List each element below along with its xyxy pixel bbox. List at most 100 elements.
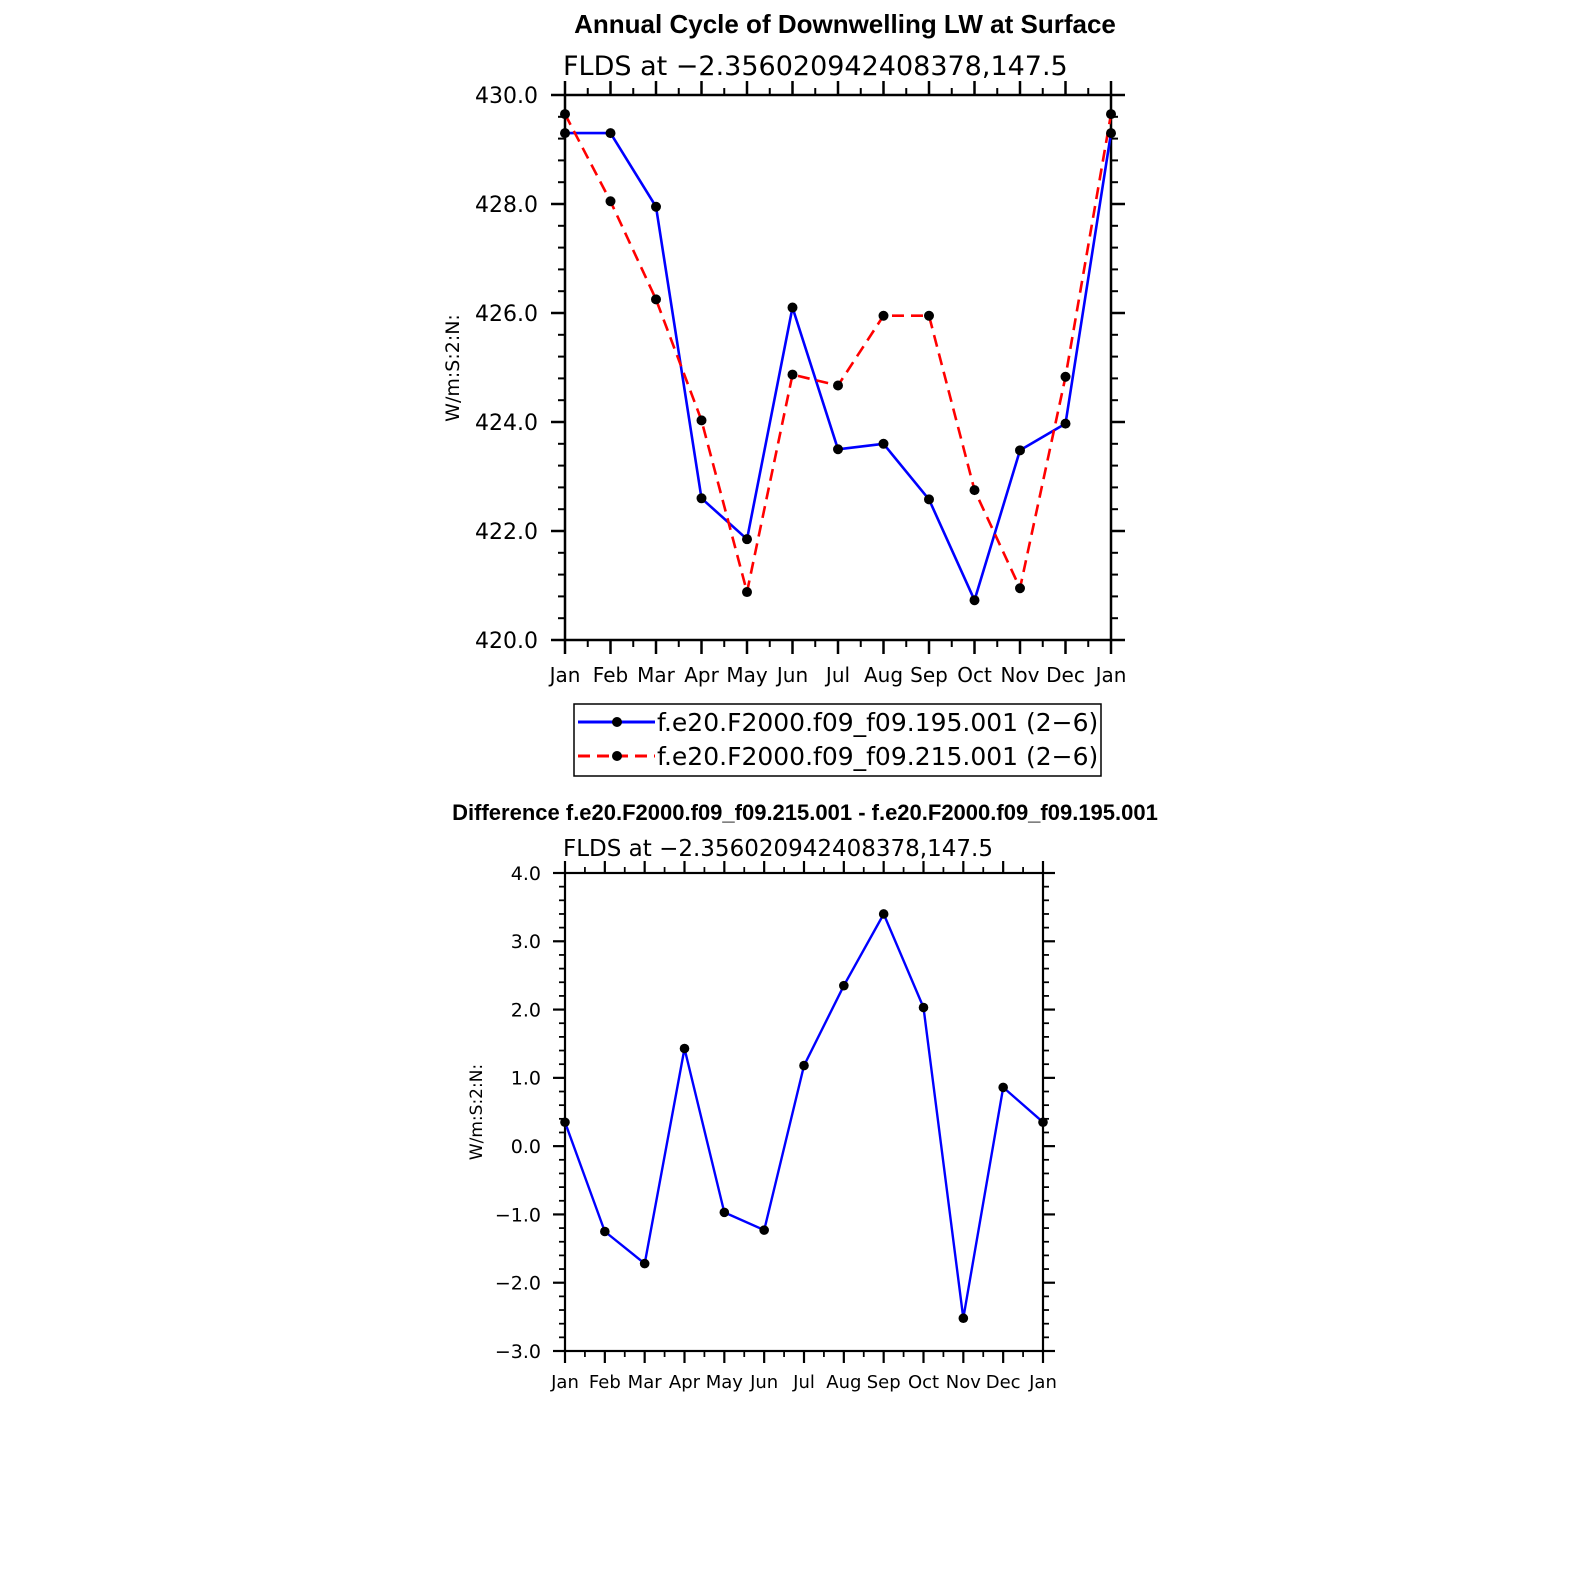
plot-border <box>563 93 1113 642</box>
data-point <box>600 1226 610 1237</box>
data-point <box>560 1117 570 1128</box>
chart-title: Annual Cycle of Downwelling LW at Surfac… <box>574 9 1116 39</box>
legend-marker <box>612 751 622 761</box>
data-point <box>799 1060 809 1071</box>
data-point <box>969 485 980 496</box>
data-point <box>560 109 570 120</box>
x-tick-label: Apr <box>684 663 719 687</box>
x-tick-label: Mar <box>628 1372 663 1393</box>
data-point <box>924 310 934 321</box>
x-tick-label: Apr <box>669 1372 701 1393</box>
plot-frame <box>563 871 1045 1353</box>
chart-annual-cycle: Annual Cycle of Downwelling LW at Surfac… <box>442 9 1127 777</box>
data-point <box>958 1313 969 1324</box>
chart-subtitle: FLDS at −2.356020942408378,147.5 <box>563 836 993 862</box>
y-tick-label: 3.0 <box>511 931 541 953</box>
legend-label-series-1: f.e20.F2000.f09_f09.195.001 (2−6) <box>657 708 1098 737</box>
y-tick-labels: −3.0 −2.0 −1.0 0.0 1.0 2.0 3.0 4.0 <box>495 863 541 1363</box>
x-tick-label: Feb <box>589 1372 621 1393</box>
x-tick-label: Jun <box>749 1372 778 1393</box>
data-point <box>924 494 934 505</box>
y-axis-label: W/m:S:2:N: <box>442 314 464 422</box>
series-line-1 <box>563 912 1044 1320</box>
data-point <box>719 1207 730 1218</box>
data-point <box>787 369 798 380</box>
data-point <box>1106 109 1116 120</box>
x-tick-label: Oct <box>908 1372 939 1393</box>
data-point <box>759 1225 769 1235</box>
x-tick-label: Aug <box>864 663 903 687</box>
plot-frame <box>563 93 1113 642</box>
data-point <box>969 595 980 606</box>
data-point <box>1015 583 1025 594</box>
y-tick-label: 426.0 <box>475 302 538 327</box>
data-point <box>878 310 889 321</box>
x-tick-label: May <box>706 1372 744 1393</box>
data-point <box>839 980 849 991</box>
series-line-2 <box>563 113 1113 594</box>
data-point <box>1060 418 1071 429</box>
data-point <box>605 128 616 139</box>
axis-ticks <box>553 861 1055 1363</box>
y-tick-label: −1.0 <box>495 1204 541 1226</box>
x-tick-label: Mar <box>637 663 676 687</box>
series-line-1 <box>565 131 1113 602</box>
x-tick-label: Aug <box>826 1372 861 1393</box>
x-tick-label: Nov <box>1000 663 1039 687</box>
x-tick-label: Sep <box>910 663 948 687</box>
x-tick-label: Oct <box>957 663 992 687</box>
data-point <box>696 493 707 504</box>
y-tick-label: 424.0 <box>475 411 538 436</box>
data-point <box>833 380 843 391</box>
data-point <box>833 444 843 455</box>
x-tick-label: Sep <box>867 1372 901 1393</box>
x-tick-label: Jan <box>1094 663 1127 687</box>
data-point <box>918 1002 929 1013</box>
chart-title: Difference f.e20.F2000.f09_f09.215.001 -… <box>452 800 1158 825</box>
axis-ticks <box>551 81 1125 654</box>
y-tick-label: 420.0 <box>475 629 538 654</box>
x-tick-labels: Jan Feb Mar Apr May Jun Jul Aug Sep Oct Nov Dec Jan <box>548 663 1127 687</box>
data-point <box>1038 1117 1048 1128</box>
x-tick-labels: Jan Feb Mar Apr May Jun Jul Aug Sep Oct Nov Dec Jan <box>550 1372 1057 1393</box>
x-tick-label: Jul <box>824 663 850 687</box>
data-point <box>560 128 570 139</box>
data-point <box>651 201 661 212</box>
x-tick-label: Jan <box>550 1372 579 1393</box>
data-point <box>1060 371 1071 382</box>
y-tick-label: 0.0 <box>511 1136 541 1158</box>
x-tick-label: Jul <box>792 1372 815 1393</box>
chart-difference: Difference f.e20.F2000.f09_f09.215.001 -… <box>452 800 1158 1393</box>
data-point <box>878 438 889 449</box>
y-tick-label: 2.0 <box>511 999 541 1021</box>
x-tick-label: Jan <box>548 663 581 687</box>
x-tick-label: Jun <box>775 663 808 687</box>
data-point <box>605 196 616 207</box>
legend-box <box>573 703 1102 777</box>
data-point <box>787 302 798 313</box>
data-point <box>742 534 752 545</box>
plot-border <box>563 871 1045 1353</box>
x-tick-label: Dec <box>1046 663 1085 687</box>
data-point <box>651 294 661 305</box>
data-point <box>1106 128 1116 139</box>
data-point <box>998 1082 1008 1093</box>
legend-label-series-2: f.e20.F2000.f09_f09.215.001 (2−6) <box>657 742 1098 771</box>
series-group <box>560 109 1116 606</box>
x-tick-label: Jan <box>1028 1372 1057 1393</box>
legend: f.e20.F2000.f09_f09.195.001 (2−6) f.e20.… <box>573 703 1102 777</box>
y-tick-label: 428.0 <box>475 193 538 218</box>
legend-marker <box>612 717 622 727</box>
series-group <box>560 909 1048 1324</box>
x-tick-label: Feb <box>593 663 628 687</box>
data-point <box>696 415 707 426</box>
y-tick-label: 4.0 <box>511 863 541 885</box>
data-point <box>1015 445 1025 456</box>
data-point <box>679 1043 690 1054</box>
x-tick-label: May <box>726 663 768 687</box>
y-tick-label: 422.0 <box>475 520 538 545</box>
data-point <box>742 587 752 598</box>
x-tick-label: Dec <box>986 1372 1021 1393</box>
y-tick-label: −2.0 <box>495 1273 541 1295</box>
